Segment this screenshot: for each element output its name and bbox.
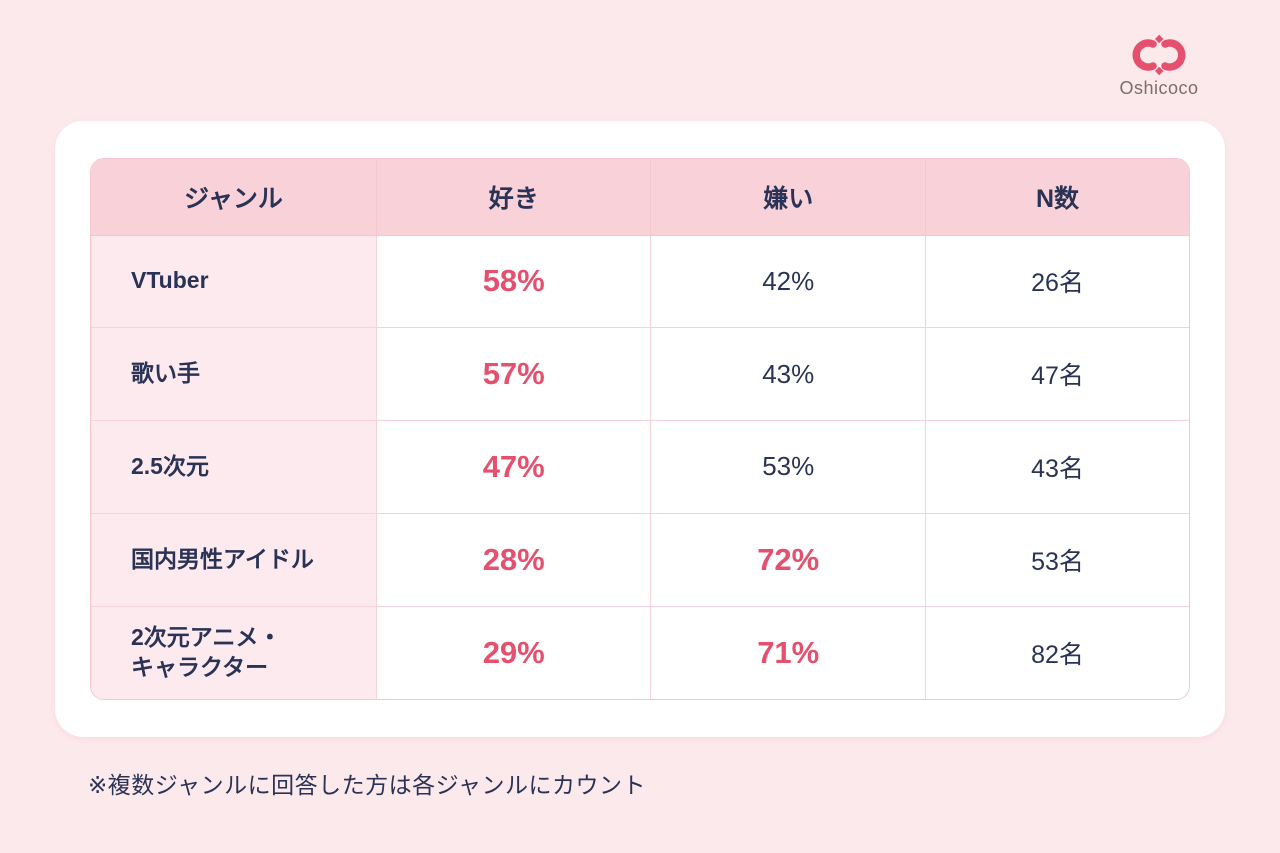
like-cell: 47% xyxy=(376,420,652,514)
table-row: 2次元アニメ・ キャラクター 29% 71% 82名 xyxy=(91,606,1189,699)
table-row: 歌い手 57% 43% 47名 xyxy=(91,327,1189,422)
n-cell: 53名 xyxy=(925,513,1189,607)
table-row: 2.5次元 47% 53% 43名 xyxy=(91,420,1189,514)
dislike-cell: 42% xyxy=(650,235,926,329)
table-card: ジャンル 好き 嫌い N数 VTuber 58% 42% 26名 歌い手 57%… xyxy=(55,121,1225,737)
dislike-cell: 71% xyxy=(650,606,926,699)
dislike-cell: 53% xyxy=(650,420,926,514)
like-cell: 57% xyxy=(376,327,652,422)
genre-cell: 2次元アニメ・ キャラクター xyxy=(91,606,377,699)
header-like: 好き xyxy=(376,159,652,236)
n-cell: 43名 xyxy=(925,420,1189,514)
header-genre: ジャンル xyxy=(91,159,377,236)
genre-cell: 歌い手 xyxy=(91,327,377,422)
dislike-cell: 43% xyxy=(650,327,926,422)
n-cell: 47名 xyxy=(925,327,1189,422)
like-cell: 58% xyxy=(376,235,652,329)
table-header-row: ジャンル 好き 嫌い N数 xyxy=(91,159,1189,236)
genre-cell: VTuber xyxy=(91,235,377,329)
header-n: N数 xyxy=(925,159,1189,236)
oshicoco-logo-icon xyxy=(1132,34,1186,76)
genre-cell: 国内男性アイドル xyxy=(91,513,377,607)
brand-name: Oshicoco xyxy=(1119,78,1199,98)
genre-cell: 2.5次元 xyxy=(91,420,377,514)
like-cell: 28% xyxy=(376,513,652,607)
genre-table-wrap: ジャンル 好き 嫌い N数 VTuber 58% 42% 26名 歌い手 57%… xyxy=(90,158,1190,700)
header-dislike: 嫌い xyxy=(650,159,926,236)
table-row: 国内男性アイドル 28% 72% 53名 xyxy=(91,513,1189,607)
brand-logo: Oshicoco xyxy=(1104,34,1214,99)
dislike-cell: 72% xyxy=(650,513,926,607)
n-cell: 26名 xyxy=(925,235,1189,329)
table-row: VTuber 58% 42% 26名 xyxy=(91,235,1189,329)
like-cell: 29% xyxy=(376,606,652,699)
footnote: ※複数ジャンルに回答した方は各ジャンルにカウント xyxy=(88,772,646,798)
n-cell: 82名 xyxy=(925,606,1189,699)
genre-survey-table: ジャンル 好き 嫌い N数 VTuber 58% 42% 26名 歌い手 57%… xyxy=(91,159,1189,699)
